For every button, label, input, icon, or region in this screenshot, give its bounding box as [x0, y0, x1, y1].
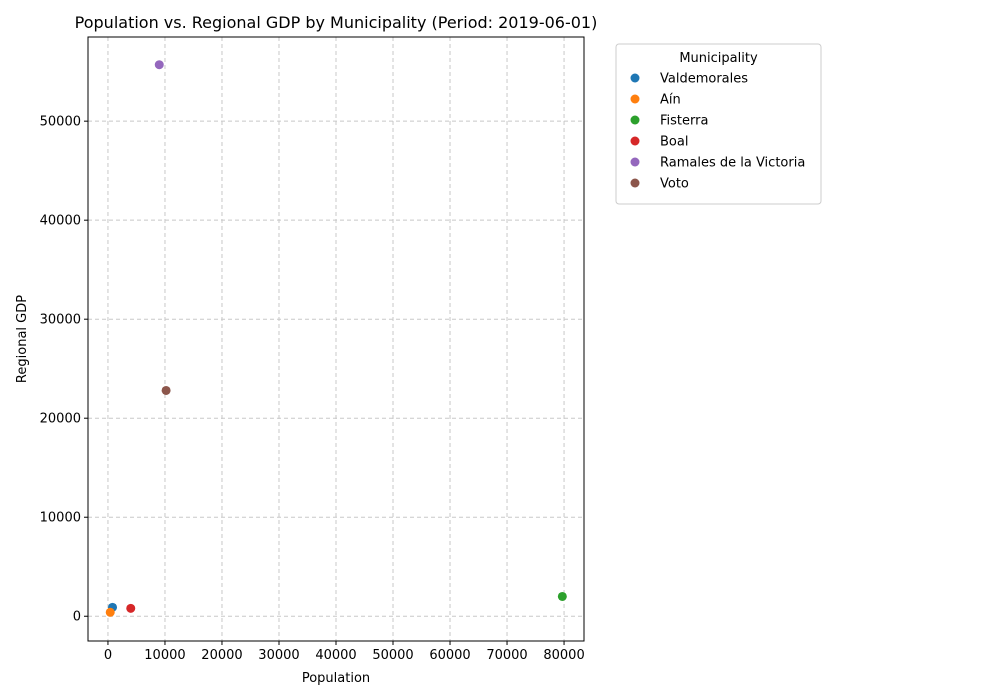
- data-point: [154, 60, 164, 70]
- x-tick-label: 30000: [258, 648, 299, 663]
- x-tick-label: 70000: [486, 648, 527, 663]
- grid: [88, 37, 584, 641]
- legend-marker: [630, 94, 640, 104]
- legend-label: Voto: [660, 177, 689, 192]
- y-tick-label: 10000: [40, 511, 81, 526]
- legend-frame: [615, 43, 822, 205]
- data-point: [161, 385, 171, 395]
- data-point: [105, 607, 115, 617]
- legend-marker: [630, 178, 640, 188]
- x-tick-label: 20000: [201, 648, 242, 663]
- legend-label: Boal: [660, 135, 688, 150]
- y-tick-label: 40000: [40, 214, 81, 229]
- data-point: [557, 591, 567, 601]
- legend-marker: [630, 73, 640, 83]
- data-point: [126, 603, 136, 613]
- chart-title: Population vs. Regional GDP by Municipal…: [75, 13, 598, 32]
- y-tick-label: 30000: [40, 313, 81, 328]
- y-tick-label: 0: [73, 610, 81, 625]
- legend-marker: [630, 136, 640, 146]
- x-tick-label: 40000: [315, 648, 356, 663]
- x-tick-label: 0: [104, 648, 112, 663]
- x-tick-label: 50000: [372, 648, 413, 663]
- x-tick-label: 10000: [144, 648, 185, 663]
- y-tick-label: 20000: [40, 412, 81, 427]
- data-points: [105, 60, 567, 617]
- y-axis-label: Regional GDP: [15, 295, 30, 383]
- x-tick-label: 60000: [429, 648, 470, 663]
- legend: Municipality Valdemorales Aín Fisterra Boal…: [615, 43, 822, 205]
- legend-label: Fisterra: [660, 114, 708, 129]
- x-axis-label: Population: [302, 671, 370, 686]
- x-axis-ticks: 0 10000 20000 30000 40000 50000 60000 70000 8000…: [104, 641, 585, 663]
- y-tick-label: 50000: [40, 115, 81, 130]
- legend-label: Aín: [660, 93, 681, 108]
- legend-label: Valdemorales: [660, 72, 748, 87]
- x-tick-label: 80000: [543, 648, 584, 663]
- legend-marker: [630, 115, 640, 125]
- y-axis-ticks: 0 10000 20000 30000 40000 50000: [40, 115, 88, 625]
- legend-title: Municipality: [679, 51, 758, 66]
- legend-label: Ramales de la Victoria: [660, 156, 805, 171]
- legend-marker: [630, 157, 640, 167]
